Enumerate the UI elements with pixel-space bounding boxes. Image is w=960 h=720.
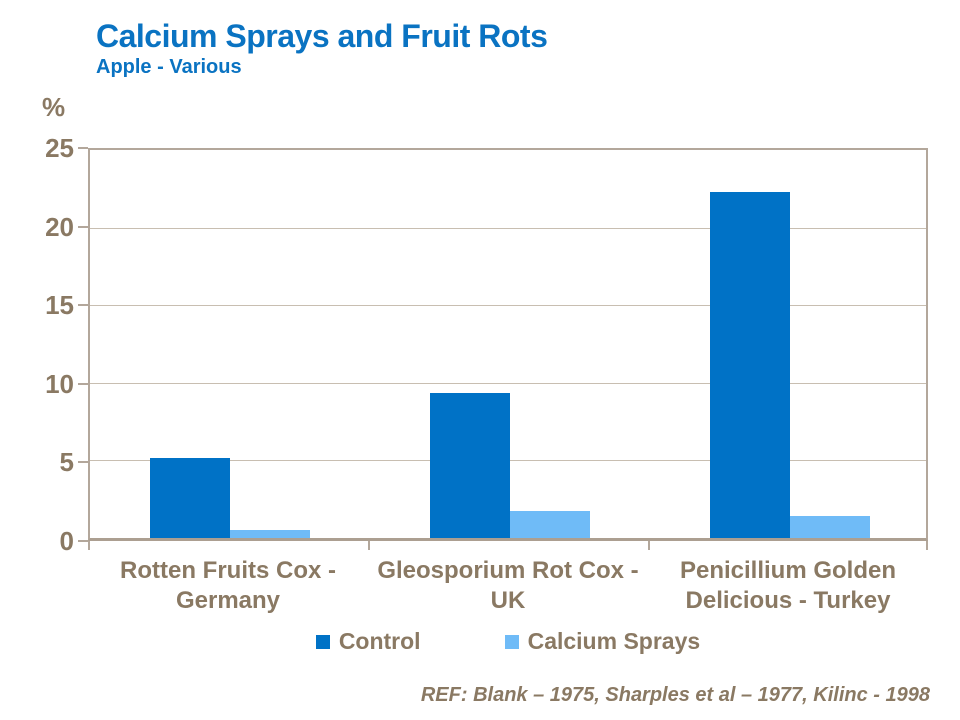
x-tick-mark-3 <box>926 541 928 550</box>
y-tick-label-25: 25 <box>45 133 74 163</box>
plot-area <box>88 148 928 541</box>
x-category-label-0: Rotten Fruits Cox - Germany <box>120 557 336 614</box>
y-tick-mark-10 <box>78 382 88 385</box>
chart-title: Calcium Sprays and Fruit Rots <box>96 18 548 54</box>
x-axis-category-labels: Rotten Fruits Cox - Germany Gleosporium Ro… <box>88 556 928 618</box>
y-tick-label-15: 15 <box>45 290 74 321</box>
y-tick-mark-0 <box>78 540 88 542</box>
chart-subtitle: Apple - Various <box>96 56 242 78</box>
bar-control-1 <box>430 393 510 538</box>
x-category-label-1: Gleosporium Rot Cox - UK <box>377 557 639 614</box>
bar-calcium-sprays-0 <box>230 530 310 538</box>
legend-item-calcium-sprays: Calcium Sprays <box>504 628 701 655</box>
y-tick-mark-25 <box>78 147 88 149</box>
x-tick-mark-2 <box>648 541 650 550</box>
legend-label: Control <box>338 628 421 654</box>
bar-calcium-sprays-2 <box>790 516 870 538</box>
gridline-20 <box>90 227 926 229</box>
bar-calcium-sprays-1 <box>510 511 590 538</box>
y-tick-label-0: 0 <box>59 526 74 556</box>
bar-control-0 <box>150 457 230 538</box>
gridline-10 <box>90 382 926 384</box>
y-tick-label-10: 10 <box>45 368 74 399</box>
y-tick-mark-15 <box>78 304 88 307</box>
x-tick-mark-1 <box>368 541 370 550</box>
x-tick-mark-0 <box>88 541 90 550</box>
y-axis-tick-marks <box>78 147 88 542</box>
legend-swatch-icon <box>504 634 519 649</box>
y-tick-label-20: 20 <box>45 211 74 242</box>
y-tick-mark-5 <box>78 461 88 464</box>
chart-legend: Control Calcium Sprays <box>88 628 928 655</box>
y-axis-unit-label: % <box>42 92 66 122</box>
x-axis-tick-marks <box>88 541 928 550</box>
x-category-label-2: Penicillium Golden Delicious - Turkey <box>679 557 897 614</box>
gridline-15 <box>90 305 926 307</box>
legend-item-control: Control <box>315 628 421 655</box>
legend-label: Calcium Sprays <box>527 628 701 654</box>
legend-swatch-icon <box>315 634 330 649</box>
y-axis-tick-labels: 0 5 10 15 20 25 <box>0 135 74 554</box>
y-tick-label-5: 5 <box>59 447 74 478</box>
y-tick-mark-20 <box>78 225 88 228</box>
reference-text: REF: Blank – 1975, Sharples et al – 1977… <box>420 684 930 706</box>
bar-control-2 <box>710 192 790 538</box>
